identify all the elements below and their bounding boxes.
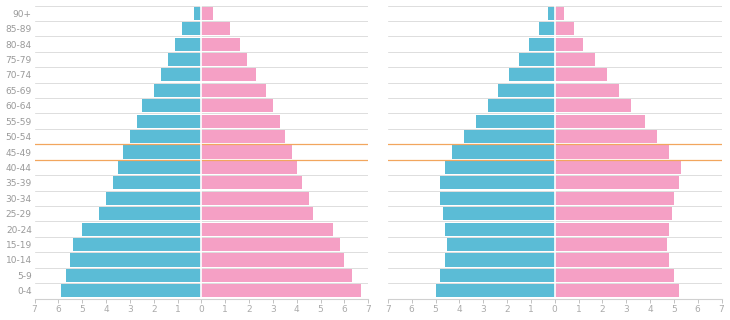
Bar xyxy=(447,238,555,251)
Bar xyxy=(161,68,201,82)
Bar xyxy=(182,22,201,35)
Bar xyxy=(555,284,679,297)
Bar xyxy=(175,37,201,51)
Bar xyxy=(201,37,239,51)
Bar xyxy=(445,161,555,174)
Bar xyxy=(529,37,555,51)
Bar xyxy=(61,284,201,297)
Bar xyxy=(201,176,301,189)
Bar xyxy=(555,99,631,112)
Bar xyxy=(440,176,555,189)
Bar xyxy=(201,99,273,112)
Bar xyxy=(555,37,583,51)
Bar xyxy=(123,146,201,159)
Bar xyxy=(519,53,555,66)
Bar xyxy=(555,253,669,267)
Bar xyxy=(440,269,555,282)
Bar xyxy=(555,176,679,189)
Bar xyxy=(555,269,674,282)
Bar xyxy=(201,146,292,159)
Bar xyxy=(201,207,313,220)
Bar xyxy=(555,207,672,220)
Bar xyxy=(201,84,266,97)
Bar xyxy=(488,99,555,112)
Bar xyxy=(555,68,607,82)
Bar xyxy=(201,115,280,128)
Bar xyxy=(201,284,361,297)
Bar xyxy=(555,130,657,143)
Bar xyxy=(99,207,201,220)
Bar xyxy=(201,68,256,82)
Bar xyxy=(555,115,645,128)
Bar xyxy=(555,22,574,35)
Bar xyxy=(82,223,201,236)
Bar xyxy=(66,269,201,282)
Bar xyxy=(555,146,669,159)
Bar xyxy=(498,84,555,97)
Bar xyxy=(555,192,674,205)
Bar xyxy=(442,207,555,220)
Bar xyxy=(201,7,213,20)
Bar xyxy=(201,223,332,236)
Bar xyxy=(168,53,201,66)
Bar xyxy=(555,223,669,236)
Bar xyxy=(555,238,666,251)
Bar xyxy=(436,284,555,297)
Bar xyxy=(70,253,201,267)
Bar xyxy=(445,253,555,267)
Bar xyxy=(476,115,555,128)
Bar xyxy=(142,99,201,112)
Bar xyxy=(201,269,352,282)
Bar xyxy=(118,161,201,174)
Bar xyxy=(154,84,201,97)
Bar xyxy=(113,176,201,189)
Bar xyxy=(130,130,201,143)
Bar xyxy=(201,238,339,251)
Bar xyxy=(548,7,555,20)
Bar xyxy=(555,84,619,97)
Bar xyxy=(555,53,595,66)
Bar xyxy=(539,22,555,35)
Bar xyxy=(201,192,309,205)
Bar xyxy=(453,146,555,159)
Bar xyxy=(137,115,201,128)
Bar xyxy=(555,7,564,20)
Bar xyxy=(201,22,230,35)
Bar xyxy=(201,253,345,267)
Bar xyxy=(440,192,555,205)
Bar xyxy=(106,192,201,205)
Bar xyxy=(464,130,555,143)
Bar xyxy=(445,223,555,236)
Bar xyxy=(510,68,555,82)
Bar xyxy=(201,161,297,174)
Bar xyxy=(73,238,201,251)
Bar xyxy=(555,161,681,174)
Bar xyxy=(201,53,247,66)
Bar xyxy=(201,130,285,143)
Bar xyxy=(194,7,201,20)
